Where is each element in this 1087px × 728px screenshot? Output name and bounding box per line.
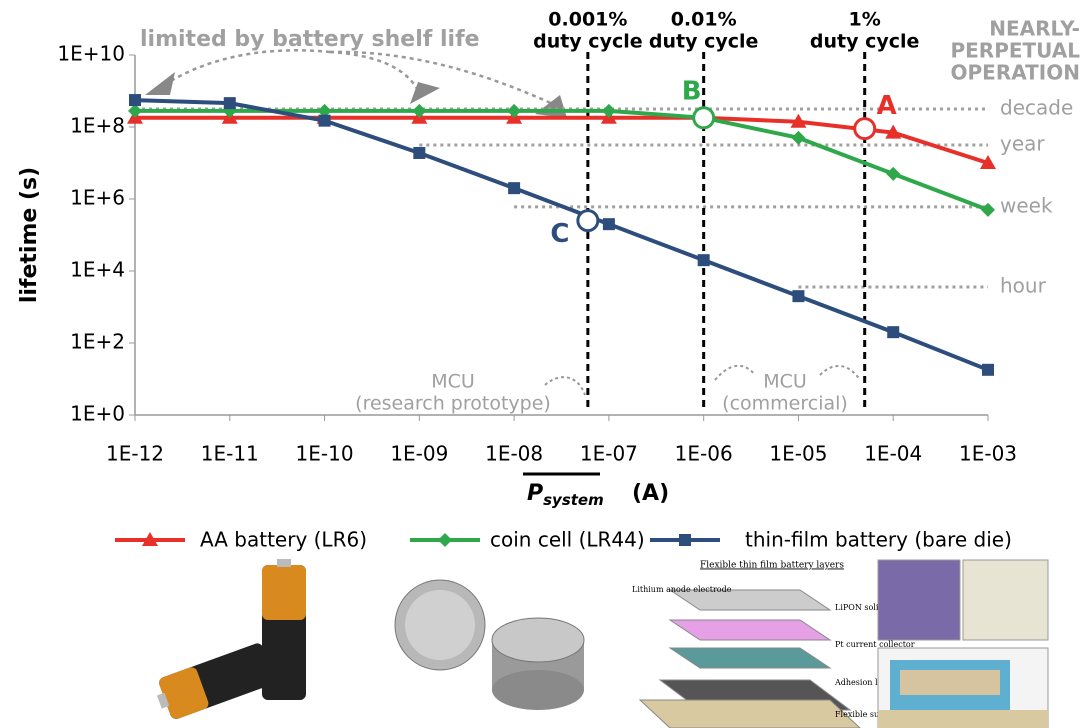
marker	[886, 167, 900, 181]
marker	[602, 104, 616, 118]
annotation: limited by battery shelf life	[140, 27, 480, 52]
annotation: (commercial)	[722, 393, 848, 415]
marker	[412, 104, 426, 118]
marker	[679, 534, 691, 546]
aa-battery-photo	[262, 559, 306, 700]
marker	[982, 364, 994, 376]
legend-label: thin-film battery (bare die)	[745, 528, 1012, 552]
x-tick-label: 1E-06	[675, 442, 733, 466]
reference-label: week	[1000, 193, 1053, 217]
duty-cycle-label: duty cycle	[533, 31, 643, 53]
layer	[670, 648, 830, 668]
x-tick-label: 1E-05	[769, 442, 827, 466]
x-axis-title: Psystem	[527, 481, 604, 509]
photo-panel	[878, 560, 960, 640]
coin-cell-photo	[405, 590, 475, 660]
layer	[878, 710, 1048, 728]
photos: Flexible thin film battery layers Lithiu…	[152, 559, 1048, 728]
reference-label: decade	[1000, 96, 1073, 120]
x-tick-label: 1E-10	[296, 442, 354, 466]
x-tick-label: 1E-12	[106, 442, 164, 466]
layer	[640, 700, 860, 728]
duty-cycle-label: 1%	[849, 9, 881, 31]
x-tick-label: 1E-03	[959, 442, 1017, 466]
y-tick-label: 1E+10	[57, 42, 125, 66]
aa-battery-photo	[152, 642, 276, 723]
x-tick-label: 1E-04	[864, 442, 922, 466]
layer	[670, 620, 830, 640]
marker	[981, 203, 995, 217]
y-tick-label: 1E+2	[70, 330, 125, 354]
layer	[900, 670, 1000, 695]
key-point-label: B	[682, 76, 702, 106]
reference-label: hour	[1000, 273, 1047, 297]
duty-cycle-label: duty cycle	[649, 31, 759, 53]
y-tick-label: 1E+6	[70, 186, 125, 210]
coin-cell-photo	[492, 670, 584, 710]
annotation: (research prototype)	[355, 393, 551, 415]
marker	[698, 254, 710, 266]
marker	[508, 182, 520, 194]
duty-cycle-label: 0.001%	[548, 9, 627, 31]
legend-label: coin cell (LR44)	[490, 528, 645, 552]
key-point-label: C	[550, 219, 569, 249]
marker	[129, 94, 141, 106]
annotation: MCU	[763, 371, 807, 393]
duty-cycle-label: 0.01%	[671, 9, 737, 31]
marker	[224, 97, 236, 109]
marker	[413, 147, 425, 159]
marker	[507, 104, 521, 118]
key-point	[855, 119, 875, 139]
y-axis-title: lifetime (s)	[17, 167, 42, 303]
reference-label: year	[1000, 132, 1045, 156]
annotation: MCU	[431, 371, 475, 393]
x-axis-symbol: P	[527, 481, 543, 506]
coin-cell-photo	[492, 618, 584, 662]
marker	[319, 115, 331, 127]
y-tick-label: 1E+0	[70, 402, 125, 426]
x-tick-label: 1E-11	[201, 442, 259, 466]
key-point	[694, 108, 714, 128]
y-tick-label: 1E+4	[70, 258, 125, 282]
photo-panel	[963, 560, 1048, 640]
annotation: NEARLY-	[989, 17, 1080, 41]
annotation: OPERATION	[951, 61, 1080, 85]
legend-label: AA battery (LR6)	[200, 528, 367, 552]
x-axis-subscript: system	[543, 491, 604, 509]
x-axis-unit: (A)	[632, 481, 669, 506]
marker	[438, 533, 452, 547]
key-point-label: A	[877, 91, 897, 121]
marker	[791, 131, 805, 145]
annotation: PERPETUAL	[950, 39, 1080, 63]
schematic-label: Lithium anode electrode	[632, 585, 732, 594]
x-tick-label: 1E-08	[485, 442, 543, 466]
marker	[792, 290, 804, 302]
schematic-title: Flexible thin film battery layers	[700, 561, 844, 571]
duty-cycle-label: duty cycle	[810, 31, 920, 53]
chart: Flexible thin film battery layers Lithiu…	[0, 0, 1087, 728]
key-point	[578, 211, 598, 231]
shelf-life-arrows	[160, 50, 555, 105]
x-tick-label: 1E-09	[390, 442, 448, 466]
y-tick-label: 1E+8	[70, 114, 125, 138]
marker	[887, 326, 899, 338]
marker	[603, 218, 615, 230]
x-tick-label: 1E-07	[580, 442, 638, 466]
